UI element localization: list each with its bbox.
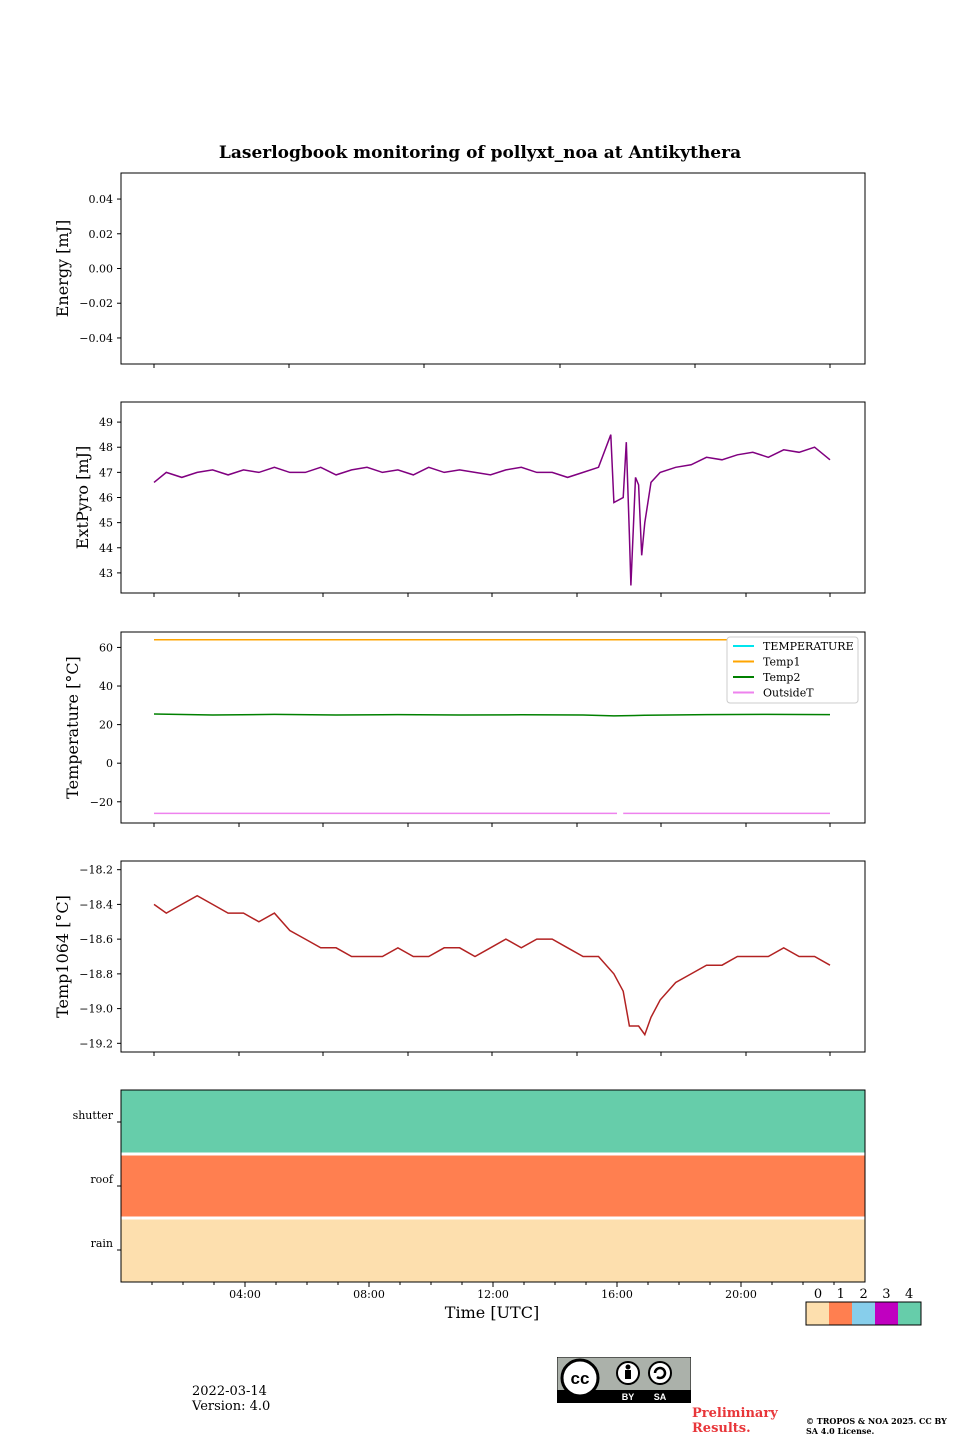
extpyro-ylabel: ExtPyro [mJ]	[73, 446, 92, 549]
legend-box	[726, 636, 859, 704]
temperature-ytick-label: 20	[99, 719, 113, 732]
status-xtick-label: 16:00	[601, 1288, 633, 1301]
colorbar-label: 3	[882, 1287, 890, 1302]
extpyro-ytick-label: 43	[99, 567, 113, 580]
status-row-label-rain: rain	[91, 1237, 113, 1250]
temp1064-ytick-label: −18.4	[79, 898, 113, 911]
status-row-label-shutter: shutter	[73, 1109, 114, 1122]
colorbar-label: 4	[905, 1287, 913, 1302]
cc-badge-by-text: BY	[622, 1392, 635, 1402]
legend-entry-outsidet: OutsideT	[763, 687, 814, 700]
temp1064-ytick-label: −18.8	[79, 968, 113, 981]
temp1064-ytick-label: −19.0	[79, 1003, 113, 1016]
figure-title: Laserlogbook monitoring of pollyxt_noa a…	[219, 143, 741, 163]
copyright-note: © TROPOS & NOA 2025. CC BY SA 4.0 Licens…	[806, 1416, 947, 1436]
legend-entry-temperature: TEMPERATURE	[763, 640, 854, 653]
x-axis-label: Time [UTC]	[445, 1303, 539, 1322]
energy-ylabel: Energy [mJ]	[53, 220, 72, 318]
colorbar-label: 2	[859, 1287, 867, 1302]
energy-ytick-label: 0.00	[89, 263, 114, 276]
extpyro-ytick-label: 44	[99, 542, 113, 555]
status-band-shutter	[121, 1090, 865, 1154]
status-band-roof	[121, 1154, 865, 1218]
energy-ytick-label: 0.04	[89, 193, 114, 206]
cc-badge-sa-text: SA	[654, 1392, 667, 1402]
temperature-ytick-label: 60	[99, 641, 113, 654]
extpyro-ytick-label: 49	[99, 416, 113, 429]
colorbar-cell-0	[806, 1302, 829, 1325]
extpyro-ytick-label: 45	[99, 517, 113, 530]
status-xtick-label: 20:00	[725, 1288, 757, 1301]
temp1064-series-line	[153, 894, 831, 1037]
temp1064-ytick-label: −18.6	[79, 933, 113, 946]
temp1064-panel: −18.2 −18.4 −18.6 −18.8 −19.0 −19.2 Temp1064 […	[53, 860, 866, 1056]
cc-by-sa-icon: cc BY SA	[556, 1356, 692, 1404]
temp1064-ylabel: Temp1064 [°C]	[53, 895, 72, 1018]
extpyro-axes-frame	[120, 401, 866, 594]
temp1064-ytick-label: −19.2	[79, 1037, 113, 1050]
extpyro-panel: 49 48 47 46 45 44 43 ExtPyro [mJ]	[73, 401, 866, 597]
cc-license-badge: cc BY SA	[556, 1356, 692, 1404]
extpyro-ytick-label: 46	[99, 492, 113, 505]
temperature-legend: TEMPERATURE Temp1 Temp2 OutsideT	[726, 636, 859, 704]
temperature-ylabel: Temperature [°C]	[63, 656, 82, 799]
energy-ytick-label: −0.04	[79, 332, 113, 345]
temperature-ytick-label: −20	[90, 796, 113, 809]
colorbar-border	[805, 1301, 922, 1326]
legend-entry-temp2: Temp2	[763, 671, 800, 684]
temperature-panel: 60 40 20 0 −20 Temperature [°C] TEMPERATURE Tem…	[63, 631, 866, 827]
colorbar-label: 1	[837, 1287, 845, 1302]
cc-badge-cc-text: cc	[571, 1369, 590, 1388]
temperature-ytick-label: 40	[99, 680, 113, 693]
extpyro-ytick-label: 47	[99, 466, 113, 479]
colorbar-cell-2	[852, 1302, 875, 1325]
colorbar-label: 0	[814, 1287, 822, 1302]
colorbar-cell-4	[898, 1302, 921, 1325]
legend-entry-temp1: Temp1	[763, 656, 800, 669]
temperature-ytick-label: 0	[106, 757, 113, 770]
energy-axes-frame	[120, 172, 866, 365]
status-row-label-roof: roof	[90, 1173, 114, 1186]
temp1064-ytick-label: −18.2	[79, 864, 113, 877]
energy-ytick-label: −0.02	[79, 297, 113, 310]
temp2-series-line	[153, 713, 831, 717]
energy-ytick-label: 0.02	[89, 228, 114, 241]
energy-panel: 0.04 0.02 0.00 −0.02 −0.04 Energy [mJ]	[53, 172, 866, 368]
status-panel: shutter roof rain 04:00 08:00 12:00 16:00 20:00	[73, 1089, 866, 1301]
extpyro-ytick-label: 48	[99, 441, 113, 454]
colorbar-cell-1	[829, 1302, 852, 1325]
extpyro-series-line	[153, 434, 831, 586]
status-xtick-label: 08:00	[353, 1288, 385, 1301]
preliminary-results-note: Preliminary Results.	[692, 1406, 778, 1436]
colorbar-cell-3	[875, 1302, 898, 1325]
status-band-rain	[121, 1218, 865, 1282]
footer-version: Version: 4.0	[192, 1399, 271, 1414]
footer-date: 2022-03-14	[192, 1384, 267, 1399]
status-xtick-label: 12:00	[477, 1288, 509, 1301]
status-xtick-label: 04:00	[229, 1288, 261, 1301]
